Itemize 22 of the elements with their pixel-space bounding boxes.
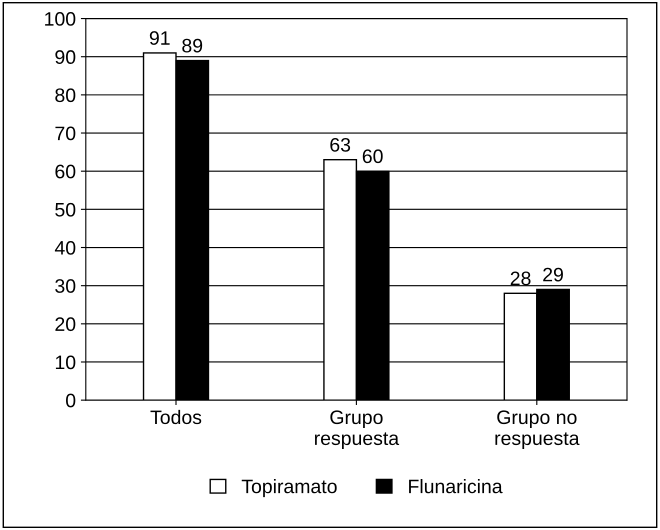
- data-label: 89: [182, 38, 202, 53]
- y-tick-label: 60: [55, 164, 76, 178]
- data-label: 63: [330, 138, 350, 152]
- y-tick-label: 30: [55, 279, 76, 293]
- legend-label: Topiramato: [242, 479, 337, 498]
- data-label: 28: [510, 272, 531, 286]
- y-tick-label: 40: [54, 240, 76, 255]
- y-tick-label: 70: [55, 126, 76, 140]
- data-label: 29: [543, 268, 563, 282]
- y-tick-label: 20: [55, 317, 76, 332]
- x-tick-label: Grupo no respuesta: [495, 410, 580, 449]
- y-tick-label: 0: [66, 394, 76, 408]
- data-label: 91: [150, 31, 170, 45]
- y-tick-label: 100: [45, 12, 76, 26]
- y-tick-label: 50: [55, 202, 76, 217]
- y-tick-label: 10: [56, 355, 76, 370]
- x-tick-label: Todos: [150, 410, 202, 424]
- y-tick-label: 90: [55, 50, 76, 64]
- x-tick-label: Grupo respuesta: [315, 410, 400, 449]
- data-label: 60: [362, 149, 383, 164]
- y-tick-label: 80: [55, 88, 76, 102]
- legend-label: Flunaricina: [409, 479, 503, 494]
